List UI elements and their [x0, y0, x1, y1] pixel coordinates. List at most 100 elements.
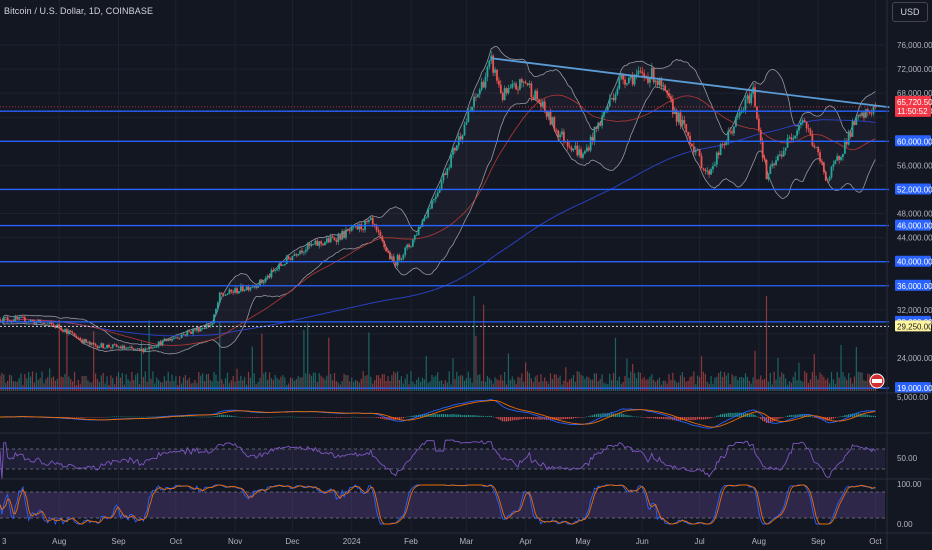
candle-body [450, 154, 453, 168]
candle-body [138, 348, 141, 350]
candle-body [627, 77, 630, 84]
volume-bar [500, 374, 502, 391]
candle-body [345, 229, 347, 238]
macd-histogram-bar [440, 414, 443, 417]
price-axis-tick-label: 44,000.00 [897, 234, 932, 243]
volume-bar [737, 379, 739, 391]
candle-body [113, 344, 116, 346]
candle-body [520, 79, 523, 83]
candle-body [335, 240, 338, 242]
volume-bar [253, 373, 255, 391]
volume-bar [723, 371, 726, 391]
candle-body [702, 168, 705, 170]
candle-body [584, 151, 586, 154]
candle-body [826, 180, 829, 182]
candle-body [505, 88, 508, 94]
volume-bar [559, 375, 561, 391]
candle-body [390, 256, 393, 260]
candle-body [100, 343, 103, 347]
candle-body [62, 330, 64, 332]
time-axis-tick-label: Mar [460, 537, 474, 546]
volume-bar [553, 374, 555, 391]
candle-body [195, 327, 198, 331]
macd-histogram-bar [142, 416, 144, 418]
candle-body [532, 97, 535, 100]
volume-bar [792, 376, 794, 391]
macd-histogram-bar [653, 417, 655, 419]
candle-body [64, 329, 66, 332]
volume-bar [733, 376, 735, 391]
macd-histogram-bar [666, 417, 668, 420]
candle-body [262, 281, 265, 284]
macd-histogram-bar [293, 416, 295, 418]
candle-body [2, 317, 5, 322]
candle-body [708, 170, 711, 175]
countdown-label: 11:50:52 [897, 107, 928, 116]
volume-bar [301, 376, 303, 391]
time-axis-tick-label: Sep [111, 537, 126, 546]
volume-bar [142, 376, 144, 391]
macd-histogram-bar [400, 417, 403, 419]
candle-body [499, 84, 502, 93]
macd-histogram-bar [555, 417, 557, 420]
candle-body [245, 286, 248, 291]
macd-histogram-bar [708, 417, 710, 419]
candle-body [324, 242, 326, 246]
candle-body [20, 316, 22, 318]
macd-histogram-bar [763, 417, 766, 422]
candle-body [83, 339, 86, 343]
candle-body [377, 230, 380, 233]
macd-histogram-bar [656, 417, 659, 419]
candle-body [153, 347, 156, 348]
macd-histogram-bar [494, 417, 496, 418]
macd-histogram-bar [725, 413, 727, 417]
candle-body [213, 314, 215, 324]
candle-body [614, 94, 617, 101]
candle-body [411, 239, 414, 247]
volume-bar [310, 375, 313, 391]
candle-body [828, 177, 831, 181]
macd-histogram-bar [792, 414, 794, 417]
macd-histogram-bar [305, 417, 307, 418]
candle-body [784, 147, 787, 151]
volume-bar [345, 375, 347, 391]
candle-body [637, 70, 640, 75]
volume-bar [750, 383, 752, 391]
currency-button[interactable]: USD [892, 2, 928, 22]
candle-body [375, 225, 378, 231]
volume-bar [240, 375, 242, 391]
macd-histogram-bar [714, 416, 716, 418]
volume-bar [77, 379, 79, 391]
volume-bar [855, 347, 857, 391]
candle-body [50, 322, 53, 325]
candle-body [293, 254, 296, 256]
macd-histogram-bar [106, 416, 108, 418]
candle-body [283, 263, 286, 266]
candle-body [274, 270, 277, 271]
candle-body [226, 294, 229, 296]
candle-body [123, 345, 126, 349]
candle-body [77, 338, 80, 339]
volume-bar [268, 372, 271, 391]
volume-bar [259, 377, 261, 391]
volume-bar [289, 377, 292, 391]
volume-bar [785, 378, 787, 391]
macd-histogram-bar [236, 416, 238, 418]
macd-histogram-bar [297, 416, 299, 418]
candle-body [727, 130, 730, 142]
macd-histogram-bar [244, 417, 246, 418]
volume-bar [706, 381, 708, 391]
volume-bar [628, 377, 630, 391]
volume-bar [396, 371, 399, 391]
macd-histogram-bar [693, 417, 695, 421]
volume-bar [54, 380, 57, 391]
candle-body [668, 93, 670, 97]
level-tag-label: 52,000.00 [897, 185, 932, 194]
macd-histogram-bar [226, 415, 229, 417]
candle-body [870, 113, 873, 115]
macd-histogram-bar [205, 416, 208, 418]
candle-body [847, 132, 850, 145]
macd-histogram-bar [622, 413, 624, 417]
